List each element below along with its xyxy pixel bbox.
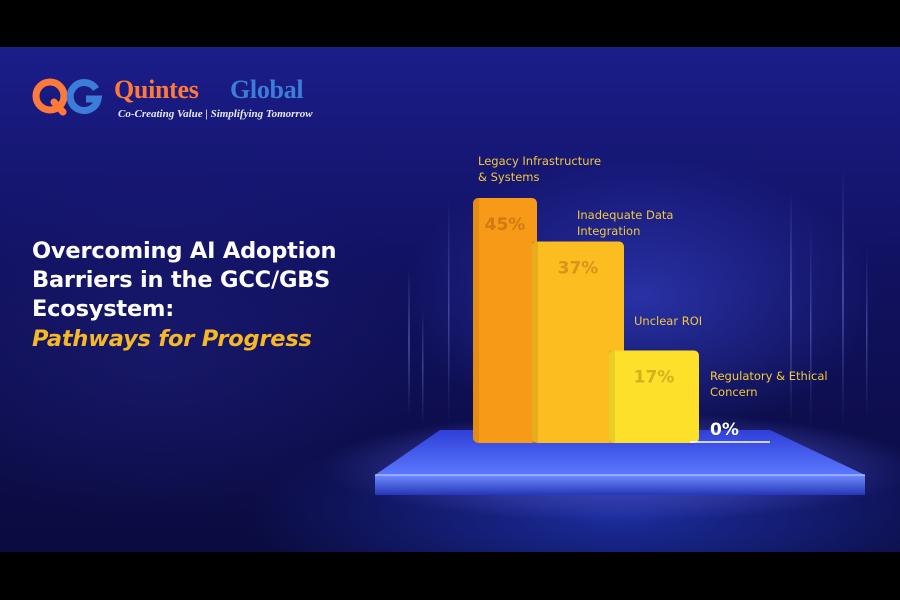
value-label-2: 37%	[558, 259, 599, 279]
value-label-3: 17%	[634, 367, 675, 387]
category-label-2-line-2: Integration	[577, 224, 640, 238]
decorative-light-streaks	[408, 167, 868, 427]
bars-layer: 45% 37% 17% 0%	[473, 198, 770, 443]
category-label-1-line-2: & Systems	[478, 170, 540, 184]
title-line-1: Overcoming AI Adoption	[32, 238, 337, 264]
title-line-2: Barriers in the GCC/GBS	[32, 267, 331, 293]
category-label-1: Legacy Infrastructure & Systems	[478, 154, 601, 184]
value-label-1: 45%	[485, 215, 526, 235]
category-label-3-line-1: Unclear ROI	[634, 314, 702, 328]
category-label-4-line-2: Concern	[710, 385, 758, 399]
bar-shade-2	[532, 241, 538, 443]
category-label-1-line-1: Legacy Infrastructure	[478, 154, 601, 168]
platform-edge	[375, 475, 865, 495]
bar-shade-3	[609, 350, 615, 443]
category-labels: Legacy Infrastructure & Systems Inadequate…	[478, 154, 828, 399]
letterbox-bottom	[0, 552, 900, 600]
bar-shade-1	[473, 198, 479, 443]
category-label-4-line-1: Regulatory & Ethical	[710, 369, 828, 383]
brand-name-global: Global	[230, 75, 304, 104]
bar-chart: 45% 37% 17% 0% Legacy Infrastructure & Syste…	[320, 154, 900, 522]
qg-monogram-icon	[32, 78, 103, 116]
category-label-2: Inadequate Data Integration	[577, 208, 673, 238]
brand-name-quintes: Quintes	[114, 75, 199, 104]
slide-heading: Overcoming AI Adoption Barriers in the G…	[32, 237, 392, 354]
letterbox-top	[0, 0, 900, 47]
category-label-3: Unclear ROI	[634, 314, 702, 328]
bar-2	[532, 241, 624, 443]
title-line-3: Ecosystem:	[32, 296, 175, 322]
category-label-4: Regulatory & Ethical Concern	[710, 369, 828, 399]
quintes-global-logo: Quintes Global Co-Creating Value | Simpl…	[30, 75, 330, 125]
value-label-4: 0%	[710, 420, 739, 440]
brand-tagline: Co-Creating Value | Simplifying Tomorrow	[118, 108, 313, 120]
bar-3	[609, 350, 699, 443]
slide: Quintes Global Co-Creating Value | Simpl…	[0, 47, 900, 552]
subtitle: Pathways for Progress	[32, 326, 312, 352]
category-label-2-line-1: Inadequate Data	[577, 208, 673, 222]
bar-1	[473, 198, 537, 443]
